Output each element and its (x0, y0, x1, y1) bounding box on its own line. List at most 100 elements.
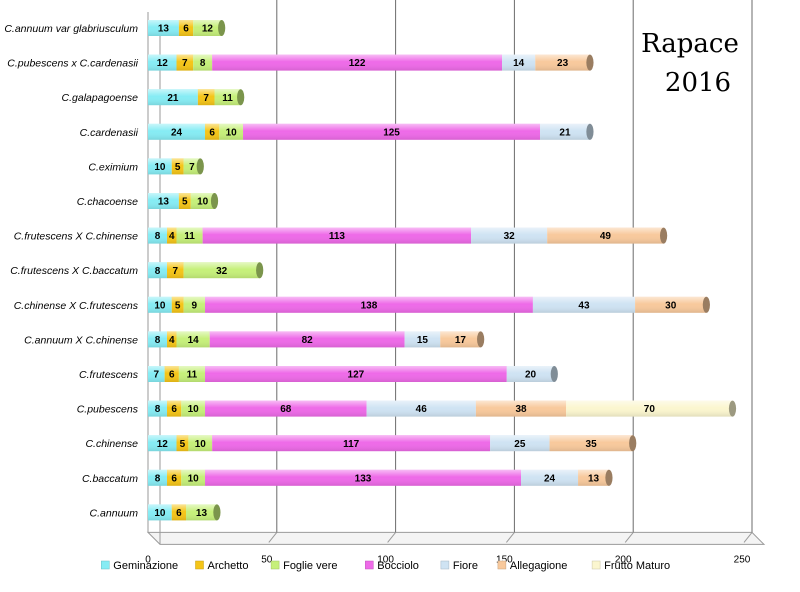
bar-segment: 6 (178, 20, 194, 36)
category-label: C.frutescens (79, 369, 139, 381)
legend-swatch (497, 560, 507, 570)
bar-segment: 13 (148, 193, 179, 209)
data-label: 24 (544, 473, 556, 484)
bar-end-cap (196, 158, 204, 175)
data-label: 10 (154, 162, 166, 173)
bar-segment: 10 (148, 158, 172, 175)
bar-segment: 6 (171, 504, 187, 521)
bar-segment: 4 (167, 227, 177, 244)
bar-segment-shade (148, 469, 168, 486)
legend-item: Foglie vere (270, 560, 338, 572)
data-label: 20 (525, 370, 537, 381)
category-label: C.chinense X C.frutescens (14, 300, 139, 312)
data-label: 30 (665, 300, 677, 311)
data-label: 13 (158, 24, 170, 35)
bar-segment-shade (190, 193, 215, 209)
data-label: 10 (154, 508, 166, 519)
bar-segment: 113 (202, 227, 472, 244)
bar-segment-shade (148, 296, 172, 313)
category-label: C.annuum (90, 507, 139, 519)
data-label: 32 (504, 231, 516, 242)
annotation-line-2: 2016 (665, 68, 731, 98)
bar-segment: 15 (404, 331, 441, 348)
bar-segment: 10 (148, 504, 172, 521)
bar-segment: 10 (181, 469, 206, 486)
legend-label: Geminazione (113, 560, 178, 572)
legend-item: Frutto Maturo (591, 560, 670, 572)
bar-segment: 10 (190, 193, 219, 209)
data-label: 35 (586, 439, 598, 450)
bar-segment: 20 (506, 366, 558, 382)
bar-segment-shade (148, 227, 168, 244)
grid-floor-line (506, 532, 515, 543)
bar-segment-shade (205, 469, 522, 486)
bar-segment-shade (205, 123, 220, 140)
bar-segment-shade (183, 158, 201, 175)
bar-end-cap (659, 227, 668, 244)
bar-segment: 24 (521, 469, 579, 486)
data-label: 4 (169, 231, 175, 242)
bar-segment-shade (167, 227, 177, 244)
bar-segment: 8 (148, 262, 168, 279)
x-tick-label: 200 (615, 554, 632, 565)
x-tick-label: 50 (261, 554, 273, 565)
data-label: 7 (182, 58, 188, 69)
bar-segment: 10 (219, 123, 244, 140)
bar-segment-shade (243, 123, 541, 140)
x-tick-label: 150 (496, 554, 513, 565)
legend-label: Bocciolo (377, 560, 419, 572)
data-label: 6 (171, 404, 177, 415)
category-label: C.annuum var glabriusculum (4, 23, 138, 35)
bar-segment: 11 (176, 227, 203, 244)
data-label: 13 (158, 197, 170, 208)
bar-segment: 8 (148, 331, 168, 348)
bar-segment: 43 (532, 296, 636, 313)
bar-end-cap (586, 123, 594, 140)
bar-segment-shade (214, 89, 241, 106)
bar-segment-shade (193, 20, 222, 36)
legend-swatch (365, 560, 374, 570)
data-label: 138 (361, 300, 378, 311)
bar-segment: 30 (635, 296, 710, 313)
bar-segment-shade (197, 89, 215, 106)
grid-floor-line (268, 532, 278, 543)
bar-segment-shade (205, 400, 367, 417)
legend-swatch (440, 560, 450, 570)
data-label: 13 (588, 473, 600, 484)
data-label: 6 (183, 24, 189, 35)
bar-segment-shade (578, 469, 609, 486)
data-label: 8 (155, 473, 161, 484)
legend-label: Frutto Maturo (604, 560, 670, 572)
bar-end-cap (728, 400, 737, 417)
data-label: 117 (343, 439, 360, 450)
data-label: 24 (171, 127, 183, 138)
bar-end-cap (477, 331, 485, 348)
bar-segment-shade (176, 435, 189, 452)
bar-segment-shade (183, 296, 206, 313)
category-label: C.galapagoense (62, 92, 139, 104)
category-label: C.baccatum (82, 473, 138, 485)
data-label: 10 (188, 473, 200, 484)
bar-end-cap (256, 262, 264, 279)
bar-segment: 8 (193, 54, 213, 71)
bar-segment: 12 (193, 20, 226, 36)
bar-segment-shade (475, 400, 567, 417)
bar-segment: 6 (167, 469, 182, 486)
bar-segment: 8 (148, 400, 168, 417)
bar-segment: 7 (183, 158, 204, 175)
bar-segment: 82 (209, 331, 405, 348)
bar-segment: 133 (205, 469, 522, 486)
category-label: C.frutescens X C.baccatum (10, 265, 138, 277)
bar-segment-shade (186, 504, 217, 521)
data-label: 9 (192, 300, 198, 311)
data-label: 4 (169, 335, 175, 346)
x-tick-label: 250 (734, 554, 751, 565)
data-label: 17 (455, 335, 467, 346)
data-label: 113 (329, 231, 346, 242)
bar-segment: 24 (148, 123, 206, 140)
bar-segment: 8 (148, 469, 168, 486)
bar-segment-shade (181, 469, 206, 486)
bar-end-cap (213, 504, 221, 521)
